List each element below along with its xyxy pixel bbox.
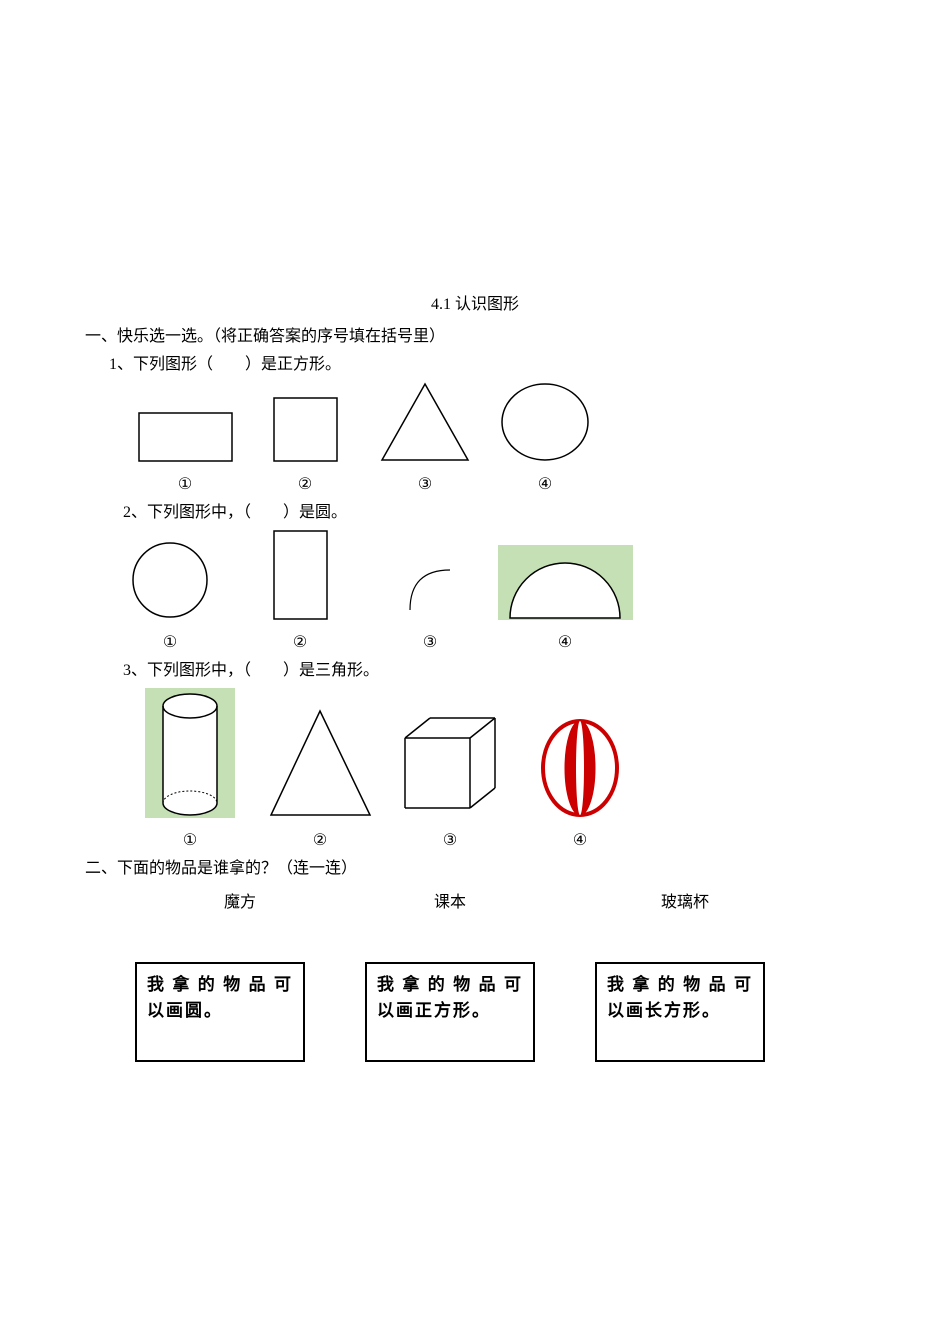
item-label: 魔方 xyxy=(155,888,325,912)
worksheet-page: 4.1 认识图形 一、快乐选一选。（将正确答案的序号填在括号里） 1、下列图形（… xyxy=(0,0,950,1102)
option-label: ② xyxy=(255,830,385,850)
option-label: ③ xyxy=(365,632,495,652)
item-label: 课本 xyxy=(325,888,575,912)
item-label: 玻璃杯 xyxy=(575,888,795,912)
rectangle-shape xyxy=(138,412,233,462)
q2-labels: ① ② ③ ④ xyxy=(105,632,865,652)
arc-shape xyxy=(400,560,460,620)
option-label: ② xyxy=(245,474,365,494)
q1-labels: ① ② ③ ④ xyxy=(125,474,865,494)
option-label: ② xyxy=(235,632,365,652)
cube-shape xyxy=(395,708,505,818)
q1-shapes-row xyxy=(125,382,865,462)
answer-box-square: 我拿的物品可 以画正方形。 xyxy=(365,962,535,1062)
answer-boxes-row: 我拿的物品可 以画圆。 我拿的物品可 以画正方形。 我拿的物品可 以画长方形。 xyxy=(135,962,865,1062)
option-label: ③ xyxy=(365,474,485,494)
items-row: 魔方 课本 玻璃杯 xyxy=(155,888,865,912)
box-line: 我拿的物品可 xyxy=(377,972,523,998)
option-label: ④ xyxy=(515,830,645,850)
option-label: ④ xyxy=(495,632,635,652)
answer-box-circle: 我拿的物品可 以画圆。 xyxy=(135,962,305,1062)
circle-shape xyxy=(500,382,590,462)
option-label: ① xyxy=(125,474,245,494)
q2-shapes-row xyxy=(105,530,865,620)
q3-shapes-row xyxy=(125,688,865,818)
question-2-text: 2、下列图形中，（ ）是圆。 xyxy=(123,498,865,522)
page-title: 4.1 认识图形 xyxy=(85,290,865,314)
option-label: ④ xyxy=(485,474,605,494)
semicircle-on-green xyxy=(498,545,633,620)
option-label: ① xyxy=(125,830,255,850)
box-line: 以画正方形。 xyxy=(377,998,523,1024)
option-label: ① xyxy=(105,632,235,652)
cylinder-shape xyxy=(145,688,235,818)
q3-labels: ① ② ③ ④ xyxy=(125,830,865,850)
section-2-header: 二、下面的物品是谁拿的？（连一连） xyxy=(85,854,865,878)
box-line: 以画长方形。 xyxy=(607,998,753,1024)
tall-rectangle-shape xyxy=(273,530,328,620)
circle-shape xyxy=(130,540,210,620)
question-3-text: 3、下列图形中，（ ）是三角形。 xyxy=(123,656,865,680)
triangle-shape xyxy=(380,382,470,462)
question-1-text: 1、下列图形（ ）是正方形。 xyxy=(109,350,865,374)
box-line: 我拿的物品可 xyxy=(147,972,293,998)
section-1-header: 一、快乐选一选。（将正确答案的序号填在括号里） xyxy=(85,322,865,346)
answer-box-rectangle: 我拿的物品可 以画长方形。 xyxy=(595,962,765,1062)
triangle-shape xyxy=(268,708,373,818)
option-label: ③ xyxy=(385,830,515,850)
box-line: 我拿的物品可 xyxy=(607,972,753,998)
beachball-shape xyxy=(540,718,620,818)
box-line: 以画圆。 xyxy=(147,998,293,1024)
square-shape xyxy=(273,397,338,462)
